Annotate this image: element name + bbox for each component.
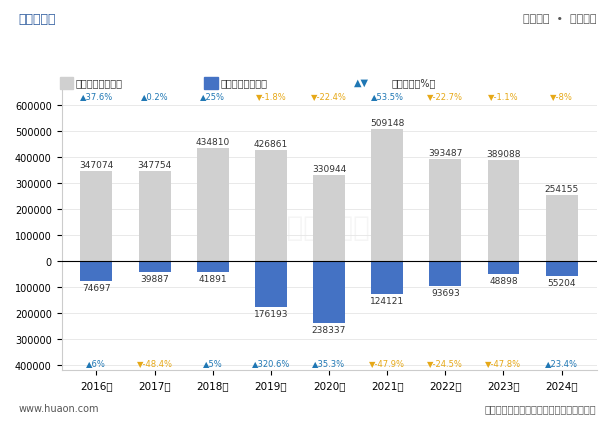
Text: 39887: 39887: [140, 274, 169, 283]
Bar: [138, 262, 170, 272]
Text: ▼-22.7%: ▼-22.7%: [427, 92, 463, 101]
Text: 74697: 74697: [82, 283, 111, 292]
Text: 数据来源：中国海关；华经产业研究院整理: 数据来源：中国海关；华经产业研究院整理: [485, 403, 597, 413]
Text: ▼-47.8%: ▼-47.8%: [485, 358, 522, 367]
Text: ▲5%: ▲5%: [203, 358, 223, 367]
Text: 124121: 124121: [370, 296, 404, 305]
Text: 93693: 93693: [431, 288, 460, 297]
Text: 347074: 347074: [79, 161, 114, 170]
Text: 238337: 238337: [312, 325, 346, 334]
Text: ▼-1.1%: ▼-1.1%: [488, 92, 519, 101]
Text: 2016-2024年9月石河子市(境内目的地/货源地)进、出口额: 2016-2024年9月石河子市(境内目的地/货源地)进、出口额: [134, 46, 481, 64]
Text: ▲6%: ▲6%: [87, 358, 106, 367]
Text: ▲35.3%: ▲35.3%: [312, 358, 346, 367]
Text: 出口额（千美元）: 出口额（千美元）: [76, 78, 123, 88]
Bar: [138, 171, 170, 262]
Text: ▲23.4%: ▲23.4%: [545, 358, 578, 367]
Bar: [488, 262, 520, 274]
Text: 389088: 389088: [486, 150, 521, 158]
Text: 330944: 330944: [312, 165, 346, 174]
Text: 同比增长（%）: 同比增长（%）: [392, 78, 436, 88]
Text: 254155: 254155: [544, 184, 579, 194]
Text: 华经产业研究院: 华经产业研究院: [271, 214, 387, 242]
Text: 48898: 48898: [489, 276, 518, 285]
Bar: [371, 262, 403, 294]
Text: ▲320.6%: ▲320.6%: [252, 358, 290, 367]
Text: ▼-8%: ▼-8%: [550, 92, 573, 101]
Bar: [546, 262, 577, 276]
Bar: [546, 196, 577, 262]
FancyBboxPatch shape: [60, 78, 73, 89]
Text: 华经情报网: 华经情报网: [18, 13, 56, 26]
Bar: [81, 262, 113, 281]
Text: 41891: 41891: [199, 275, 227, 284]
Text: 进口额（千美元）: 进口额（千美元）: [220, 78, 268, 88]
Bar: [429, 262, 461, 286]
Text: 434810: 434810: [196, 138, 230, 147]
Text: ▼-47.9%: ▼-47.9%: [369, 358, 405, 367]
Bar: [255, 151, 287, 262]
Bar: [197, 149, 229, 262]
Text: ▲53.5%: ▲53.5%: [371, 92, 403, 101]
Text: 393487: 393487: [428, 149, 462, 158]
Bar: [197, 262, 229, 273]
Text: ▼-24.5%: ▼-24.5%: [427, 358, 463, 367]
Bar: [313, 176, 345, 262]
Text: ▲0.2%: ▲0.2%: [141, 92, 169, 101]
Text: 55204: 55204: [547, 278, 576, 287]
Text: 509148: 509148: [370, 118, 405, 127]
Text: ▼-1.8%: ▼-1.8%: [255, 92, 286, 101]
Text: 176193: 176193: [253, 309, 288, 318]
Text: 426861: 426861: [254, 140, 288, 149]
Text: ▲▼: ▲▼: [354, 78, 369, 88]
Text: www.huaon.com: www.huaon.com: [18, 403, 99, 413]
Bar: [81, 172, 113, 262]
Bar: [313, 262, 345, 323]
Text: ▼-48.4%: ▼-48.4%: [137, 358, 173, 367]
Text: 347754: 347754: [137, 160, 172, 169]
Text: ▲37.6%: ▲37.6%: [80, 92, 113, 101]
Text: ▼-22.4%: ▼-22.4%: [311, 92, 347, 101]
FancyBboxPatch shape: [204, 78, 218, 89]
Text: 专业严谨  •  客观科学: 专业严谨 • 客观科学: [523, 14, 597, 24]
Bar: [488, 161, 520, 262]
Bar: [371, 130, 403, 262]
Bar: [429, 160, 461, 262]
Text: ▲25%: ▲25%: [200, 92, 225, 101]
Bar: [255, 262, 287, 307]
